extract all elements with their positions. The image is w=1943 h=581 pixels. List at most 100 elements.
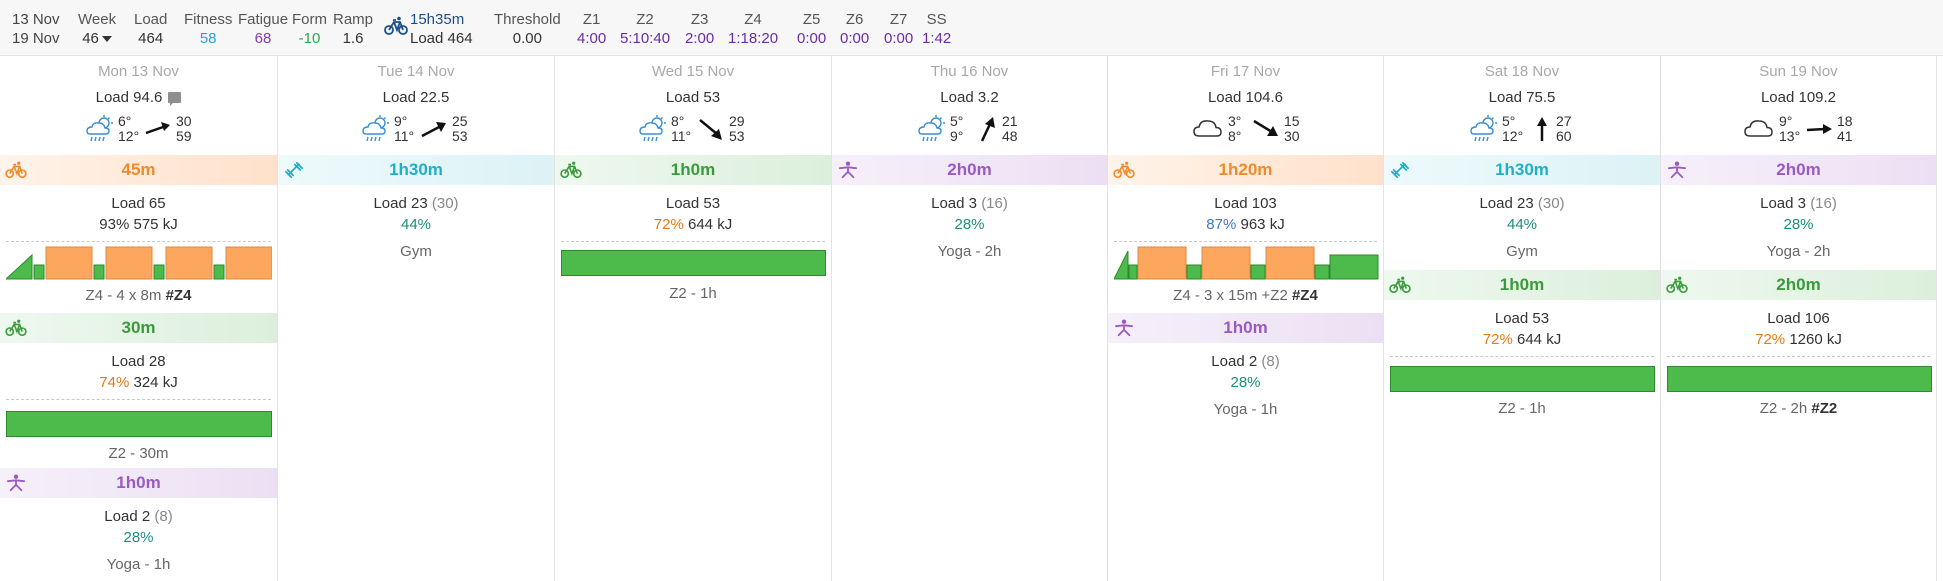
zone-title: SS bbox=[926, 11, 947, 28]
activity-bar[interactable]: 1h30m bbox=[278, 155, 554, 185]
day-load: Load 109.2 bbox=[1760, 89, 1837, 106]
activity-duration: 2h0m bbox=[1776, 160, 1821, 179]
activity-intensity: 93% 575 kJ bbox=[0, 216, 277, 233]
activity-bar[interactable]: 1h20m bbox=[1108, 155, 1383, 185]
date-from: 13 Nov bbox=[12, 11, 60, 28]
zone-z2: Z2 5:10:40 bbox=[620, 10, 670, 48]
week-selector[interactable]: Week 46 bbox=[78, 10, 116, 48]
workout-profile-chart bbox=[6, 246, 272, 280]
intensity-pct: 87% bbox=[1206, 216, 1237, 233]
form-title: Form bbox=[292, 11, 327, 28]
intensity-pct: 93% bbox=[99, 216, 130, 233]
workout-name: Gym bbox=[1506, 243, 1538, 260]
threshold-stat: Threshold 0.00 bbox=[494, 10, 561, 48]
cloud-icon bbox=[1743, 114, 1775, 144]
activity-duration: 2h0m bbox=[947, 160, 992, 179]
activity-bar[interactable]: 1h30m bbox=[1384, 155, 1660, 185]
day-column-sun[interactable]: Sun 19 Nov Load 109.2 9° 13° 18 41 2h0m Lo… bbox=[1661, 56, 1937, 581]
activity-card[interactable]: 1h0m Load 53 72% 644 kJ Z2 - 1h bbox=[1384, 270, 1660, 417]
activity-card[interactable]: 1h0m Load 53 72% 644 kJ Z2 - 1h bbox=[555, 155, 831, 302]
intensity-pct: 44% bbox=[1506, 216, 1538, 233]
activity-load-value: Load 23 bbox=[373, 195, 428, 212]
zone-title: Z2 bbox=[636, 11, 654, 28]
wind-speed: 29 bbox=[729, 113, 745, 129]
wind-arrow-icon bbox=[145, 122, 170, 135]
weather-summary: 6° 12° 30 59 bbox=[0, 114, 277, 146]
temp-high: 8° bbox=[671, 113, 685, 129]
workout-name: Z2 - 1h bbox=[1498, 400, 1546, 417]
work-kj: 963 kJ bbox=[1240, 216, 1285, 233]
day-load: Load 3.2 bbox=[940, 89, 999, 106]
intensity-pct: 74% bbox=[99, 374, 130, 391]
wind-arrow-icon bbox=[1806, 124, 1832, 134]
activity-bar[interactable]: 2h0m bbox=[1661, 155, 1936, 185]
activity-card[interactable]: 1h30m Load 23 (30) 44% Gym bbox=[278, 155, 554, 270]
activity-bar[interactable]: 1h0m bbox=[0, 468, 277, 498]
day-column-mon[interactable]: Mon 13 Nov Load 94.6 6° 12° 30 59 45m Load… bbox=[0, 56, 278, 581]
cloud-icon bbox=[1192, 114, 1224, 144]
activity-duration: 1h20m bbox=[1218, 160, 1273, 179]
activity-card[interactable]: 2h0m Load 106 72% 1260 kJ Z2 - 2h #Z2 bbox=[1661, 270, 1936, 417]
day-column-thu[interactable]: Thu 16 Nov Load 3.2 5° 9° 21 48 2h0m Load … bbox=[832, 56, 1108, 581]
temp-low: 13° bbox=[1779, 128, 1801, 144]
chevron-down-icon[interactable] bbox=[101, 35, 112, 42]
total-load: Load 464 bbox=[410, 30, 473, 47]
activity-card[interactable]: 1h30m Load 23 (30) 44% Gym bbox=[1384, 155, 1660, 267]
load-value: 464 bbox=[138, 30, 164, 47]
weather-summary: 8° 11° 29 53 bbox=[555, 114, 831, 146]
zone-title: Z5 bbox=[802, 11, 821, 28]
activity-card[interactable]: 1h0m Load 2 (8) 28% Yoga - 1h bbox=[1108, 313, 1383, 423]
activity-load: Load 28 bbox=[111, 353, 166, 370]
day-column-tue[interactable]: Tue 14 Nov Load 22.5 9° 11° 25 53 1h30m Lo… bbox=[278, 56, 555, 581]
temp-high: 5° bbox=[950, 113, 964, 129]
activity-duration: 1h0m bbox=[670, 160, 716, 179]
activity-bar[interactable]: 1h0m bbox=[1384, 270, 1660, 300]
work-kj: 575 kJ bbox=[133, 216, 178, 233]
ramp-value: 1.6 bbox=[342, 30, 364, 47]
activity-duration: 1h30m bbox=[389, 160, 443, 179]
activity-card[interactable]: 1h0m Load 2 (8) 28% Yoga - 1h bbox=[0, 468, 277, 578]
load-stat: Load 464 bbox=[134, 10, 167, 48]
activity-intensity: 74% 324 kJ bbox=[0, 374, 277, 391]
activity-bar[interactable]: 2h0m bbox=[1661, 270, 1936, 300]
weather-summary: 3° 8° 15 30 bbox=[1108, 114, 1383, 146]
activity-bar[interactable]: 30m bbox=[0, 313, 277, 343]
day-column-fri[interactable]: Fri 17 Nov Load 104.6 3° 8° 15 30 1h20m Lo… bbox=[1108, 56, 1384, 581]
temp-low: 8° bbox=[1228, 128, 1242, 144]
zone-z5: Z5 0:00 bbox=[797, 10, 826, 48]
wind-gust: 60 bbox=[1556, 128, 1572, 144]
fatigue-value: 68 bbox=[254, 30, 272, 47]
activity-intensity: 87% 963 kJ bbox=[1108, 216, 1383, 233]
activity-bar[interactable]: 2h0m bbox=[832, 155, 1107, 185]
wind-speed: 18 bbox=[1837, 113, 1853, 129]
day-load: Load 75.5 bbox=[1488, 89, 1556, 106]
workout-profile-chart bbox=[561, 250, 826, 276]
activity-bar[interactable]: 45m bbox=[0, 155, 277, 185]
activity-load: Load 2 (8) bbox=[1108, 353, 1383, 370]
workout-name: Yoga - 2h bbox=[937, 243, 1002, 260]
workout-name: Gym bbox=[400, 243, 432, 260]
activity-card[interactable]: 1h20m Load 103 87% 963 kJ Z4 - 3 x 15m +… bbox=[1108, 155, 1383, 310]
day-column-wed[interactable]: Wed 15 Nov Load 53 8° 11° 29 53 1h0m Load … bbox=[555, 56, 832, 581]
workout-name: Yoga - 2h bbox=[1766, 243, 1831, 260]
day-load: Load 22.5 bbox=[382, 89, 450, 106]
load-title: Load bbox=[134, 11, 168, 28]
comment-icon[interactable] bbox=[168, 92, 182, 106]
ramp-title: Ramp bbox=[333, 11, 374, 28]
workout-tag: #Z2 bbox=[1811, 400, 1838, 417]
activity-card[interactable]: 2h0m Load 3 (16) 28% Yoga - 2h bbox=[1661, 155, 1936, 267]
activity-bar[interactable]: 1h0m bbox=[1108, 313, 1383, 343]
temp-low: 12° bbox=[118, 128, 140, 144]
intensity-pct: 28% bbox=[123, 529, 154, 546]
activity-bar[interactable]: 1h0m bbox=[555, 155, 831, 185]
temp-low: 11° bbox=[671, 128, 692, 144]
workout-tag: #Z4 bbox=[165, 287, 192, 304]
temp-low: 9° bbox=[950, 128, 964, 144]
activity-card[interactable]: 30m Load 28 74% 324 kJ Z2 - 30m bbox=[0, 313, 277, 462]
activity-card[interactable]: 2h0m Load 3 (16) 28% Yoga - 2h bbox=[832, 155, 1107, 270]
scrollbar[interactable] bbox=[1937, 56, 1943, 581]
cloud-rain-sun-icon bbox=[1468, 114, 1500, 144]
activity-card[interactable]: 45m Load 65 93% 575 kJ Z4 - 4 x 8m #Z4 bbox=[0, 155, 277, 310]
day-column-sat[interactable]: Sat 18 Nov Load 75.5 5° 12° 27 60 1h30m Lo… bbox=[1384, 56, 1661, 581]
day-date: Thu 16 Nov bbox=[930, 63, 1009, 80]
